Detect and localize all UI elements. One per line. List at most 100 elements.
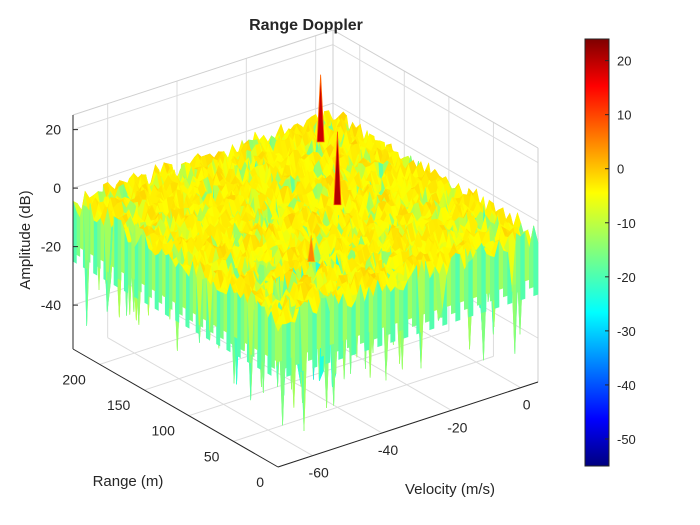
surface-skirt	[182, 266, 187, 310]
peak-markers	[307, 74, 342, 263]
colorbar-tick-label: -10	[617, 216, 636, 231]
surface-skirt	[253, 301, 258, 351]
surface-skirt	[399, 289, 404, 332]
surface-skirt	[175, 262, 180, 323]
grid-edge	[332, 29, 539, 149]
x-tick-label: -40	[378, 442, 398, 458]
surface-skirt	[106, 271, 111, 312]
surface-skirt	[520, 230, 526, 301]
colorbar-tick-label: 0	[617, 162, 624, 177]
z-tick-label: 0	[53, 180, 61, 196]
surface-skirt	[216, 289, 221, 347]
x-tick-label: -20	[447, 419, 467, 435]
colorbar-tick-label: -50	[617, 432, 636, 447]
grid-edge	[72, 29, 334, 116]
surface-skirt	[137, 234, 142, 293]
surface-skirt	[158, 248, 163, 305]
surface-skirt	[407, 272, 413, 320]
x-axis-label: Velocity (m/s)	[405, 481, 495, 498]
surface-skirt	[442, 275, 448, 326]
surface-skirt	[151, 250, 156, 292]
y-tick-label: 50	[204, 448, 220, 464]
grid-line	[72, 102, 334, 189]
grid-line	[332, 44, 539, 164]
peak-mark	[307, 235, 316, 263]
surface-skirt	[123, 229, 128, 294]
surface-skirt	[455, 253, 461, 322]
x-axis-line	[277, 381, 539, 468]
surface-skirt	[477, 242, 482, 306]
y-tick-label: 150	[107, 397, 131, 413]
surface-skirt	[219, 291, 224, 340]
y-tick-label: 0	[256, 474, 264, 490]
grid-line	[107, 337, 313, 457]
surface-skirt	[516, 232, 521, 293]
z-tick-label: -20	[41, 239, 61, 255]
surface-skirt	[481, 243, 487, 314]
surface-skirt	[533, 225, 539, 297]
surface-skirt	[381, 284, 387, 329]
surface-skirt	[494, 240, 500, 309]
z-tick-label: -40	[41, 297, 61, 313]
surface-skirt	[86, 203, 91, 326]
surface-skirt	[209, 282, 214, 341]
z-tick-label: 20	[45, 122, 61, 138]
surface-skirt	[386, 284, 391, 336]
surface-skirt	[464, 261, 469, 310]
peak-mark	[316, 74, 325, 143]
z-axis-label: Amplitude (dB)	[17, 190, 34, 289]
surface-skirt	[199, 279, 204, 343]
surface-skirt	[185, 271, 190, 329]
surface-skirt	[226, 283, 231, 353]
surface-skirt	[82, 205, 87, 326]
surface-skirt	[485, 253, 491, 295]
surface-skirt	[223, 292, 228, 333]
surface-skirt	[507, 252, 513, 305]
colorbar-tick-label: -20	[617, 270, 636, 285]
surface-skirt	[412, 265, 417, 327]
colorbar-tick-label: -40	[617, 378, 636, 393]
surface-skirt	[202, 277, 207, 321]
surface-skirt	[130, 241, 135, 280]
surface-plot	[72, 110, 539, 431]
surface-skirt	[229, 283, 234, 346]
y-axis-line	[72, 348, 279, 468]
surface-skirt	[171, 260, 176, 304]
grid-line	[233, 355, 494, 442]
surface-skirt	[178, 262, 183, 316]
surface-skirt	[312, 312, 318, 369]
surface-skirt	[93, 220, 98, 276]
surface-skirt	[246, 303, 251, 401]
y-tick-label: 200	[62, 371, 86, 387]
surface-skirt	[451, 252, 456, 315]
surface-skirt	[351, 298, 357, 356]
y-tick-label: 100	[152, 423, 176, 439]
surface-skirt	[100, 218, 105, 262]
surface-skirt	[290, 321, 296, 358]
surface-skirt	[403, 280, 409, 339]
surface-skirt	[433, 272, 439, 321]
surface-skirt	[503, 250, 508, 298]
surface-skirt	[110, 216, 115, 282]
surface-skirt	[260, 306, 265, 364]
surface-skirt	[134, 241, 139, 300]
x-tick-label: -60	[309, 465, 329, 481]
surface-skirt	[212, 281, 217, 327]
surface-skirt	[243, 293, 248, 345]
surface-skirt	[127, 242, 132, 287]
y-axis-label: Range (m)	[93, 473, 164, 490]
colorbar-ticks: 20 10 0 -10 -20 -30 -40 -50	[605, 54, 636, 447]
surface-skirt	[103, 226, 108, 312]
surface-skirt	[338, 293, 344, 360]
surface-skirt	[72, 201, 77, 264]
surface-skirt	[154, 253, 159, 311]
chart-title: Range Doppler	[249, 17, 363, 34]
grid-line	[176, 314, 383, 434]
colorbar-tick-label: 10	[617, 108, 631, 123]
surface-skirt	[120, 220, 125, 274]
surface-skirt	[76, 210, 81, 257]
surface-skirt	[141, 234, 146, 286]
surface-skirt	[364, 286, 370, 352]
